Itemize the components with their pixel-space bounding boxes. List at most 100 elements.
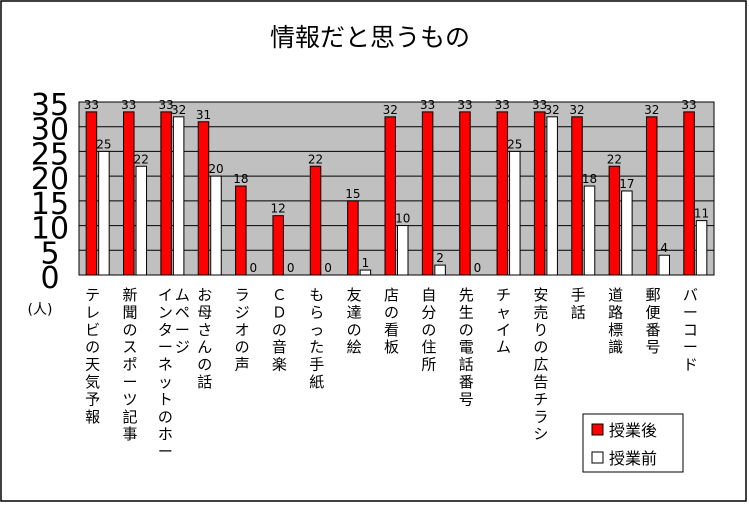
category-label: ラジオの声 xyxy=(235,286,250,374)
bar-value-label: 33 xyxy=(84,98,99,112)
category-label: 自分の住所 xyxy=(421,286,436,374)
bar-before xyxy=(546,116,558,276)
bar-value-label: 1 xyxy=(362,256,370,270)
bar-value-label: 33 xyxy=(681,98,696,112)
bar-after xyxy=(85,111,98,276)
bar-value-label: 20 xyxy=(208,162,223,176)
y-tick-label: 25 xyxy=(31,137,69,172)
bar-before xyxy=(695,220,708,276)
y-axis-label: (人) xyxy=(28,302,53,318)
y-tick-label: 20 xyxy=(31,162,69,197)
category-label: 先生の電話番号 xyxy=(459,286,474,408)
category-label: 郵便番号 xyxy=(645,286,660,356)
bar-after xyxy=(608,165,621,276)
plot-area xyxy=(78,101,715,276)
bar-value-label: 25 xyxy=(507,137,522,151)
bar-value-label: 33 xyxy=(457,98,472,112)
bar-before xyxy=(658,254,670,276)
category-label: ＣＤの音楽 xyxy=(272,286,287,374)
bar-before xyxy=(621,190,633,276)
bar-value-label: 33 xyxy=(495,98,510,112)
bar-value-label: 32 xyxy=(644,103,659,117)
category-label: もらった手紙 xyxy=(309,286,324,391)
category-label: 道路標識 xyxy=(608,286,623,356)
category-label: 手話 xyxy=(571,286,586,321)
bar-value-label: 2 xyxy=(436,251,444,265)
bar-value-label: 22 xyxy=(134,152,149,166)
bar-before xyxy=(509,150,521,276)
category-label: 新聞のスポーツ記事 xyxy=(123,286,138,443)
bar-after xyxy=(309,165,322,276)
bar-value-label: 15 xyxy=(345,187,360,201)
grid-lines xyxy=(79,101,714,276)
bar-value-label: 32 xyxy=(569,103,584,117)
bar-value-label: 33 xyxy=(420,98,435,112)
bar-before xyxy=(434,264,446,276)
bar-after xyxy=(197,121,210,276)
legend-swatch-before xyxy=(591,451,604,464)
bar-value-label: 32 xyxy=(171,103,186,117)
bar-value-label: 12 xyxy=(271,202,286,216)
bar-value-label: 17 xyxy=(619,177,634,191)
bar-before xyxy=(98,150,110,276)
bar-value-label: 25 xyxy=(96,137,111,151)
bar-after xyxy=(347,200,359,276)
bar-value-label: 22 xyxy=(607,152,622,166)
category-label: テレビの天気予報 xyxy=(85,286,100,426)
bar-after xyxy=(421,111,434,276)
legend: 授業後 授業前 xyxy=(582,413,684,473)
bar-value-label: 33 xyxy=(532,98,547,112)
bar-after xyxy=(533,111,546,276)
bar-value-label: 0 xyxy=(250,261,258,275)
y-tick-label: 5 xyxy=(40,236,59,271)
y-tick-label: 0 xyxy=(40,261,59,296)
bar-before xyxy=(172,116,185,276)
bar-after xyxy=(160,111,172,276)
y-tick-label: 10 xyxy=(31,212,69,247)
bar-after xyxy=(123,111,135,276)
category-label: 友達の絵 xyxy=(347,286,362,356)
bar-after xyxy=(683,111,695,276)
legend-swatch-after xyxy=(591,423,604,436)
chart-title: 情報だと思うもの xyxy=(270,23,470,52)
bar-after xyxy=(384,116,396,276)
bar-value-label: 10 xyxy=(395,212,410,226)
bar-after xyxy=(235,185,247,276)
bar-after xyxy=(496,111,509,276)
bar-value-label: 32 xyxy=(383,103,398,117)
bar-value-label: 18 xyxy=(233,172,248,186)
bar-before xyxy=(210,175,222,276)
category-label: 店の看板 xyxy=(384,286,399,356)
bar-after xyxy=(645,116,658,276)
bar-after xyxy=(459,111,471,276)
y-tick-label: 15 xyxy=(31,187,69,222)
bar-value-label: 33 xyxy=(158,98,173,112)
bar-after xyxy=(571,116,583,276)
bar-value-label: 4 xyxy=(660,241,668,255)
bar-value-label: 31 xyxy=(196,108,211,122)
category-label: チャイム xyxy=(496,286,511,356)
bar-value-label: 0 xyxy=(474,261,482,275)
bar-value-label: 22 xyxy=(308,152,323,166)
category-label: 安売りの広告チラシ xyxy=(533,286,548,443)
bar-value-label: 18 xyxy=(582,172,597,186)
category-label: バーコード xyxy=(683,286,698,374)
y-tick-label: 30 xyxy=(31,113,69,148)
y-tick-label: 35 xyxy=(31,88,69,123)
bar-before xyxy=(135,165,148,276)
bar-before xyxy=(397,225,409,276)
bar-value-label: 33 xyxy=(121,98,136,112)
bar-value-label: 0 xyxy=(287,261,295,275)
legend-label-before: 授業前 xyxy=(609,449,657,468)
bar-before xyxy=(359,269,372,276)
bars xyxy=(85,111,708,276)
bar-value-label: 11 xyxy=(694,207,709,221)
category-label: インターネットのホームページ xyxy=(158,286,190,461)
category-label: お母さんの話 xyxy=(197,286,212,391)
bar-value-label: 32 xyxy=(545,103,560,117)
bar-value-label: 0 xyxy=(324,261,332,275)
